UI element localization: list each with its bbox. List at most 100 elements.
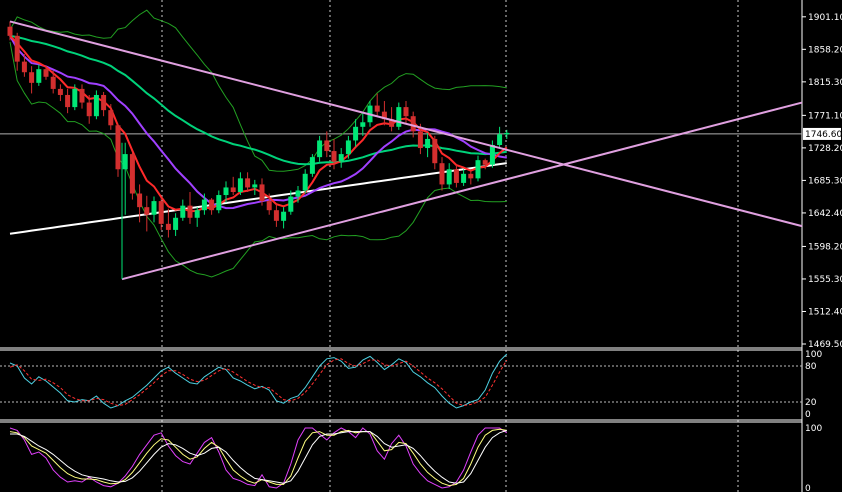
osc2-tick-label: 0 [805,484,811,492]
candle-body [21,61,27,73]
osc1-tick-label: 0 [805,410,811,420]
lower-trendline [121,101,803,281]
candle-body [101,94,107,111]
candle-body [317,140,323,158]
osc1-tick-label: 20 [805,398,817,408]
candle-body [252,184,258,188]
bollinger-lower-band [9,41,507,278]
candle-body [468,173,474,179]
bollinger-upper-band [9,9,507,172]
candle-body [129,154,135,194]
oscillator-2-line-2 [9,428,507,487]
candle-body [86,102,92,117]
candle-body [432,138,438,164]
candle-body [209,199,215,211]
oscillator-1-main-line [9,353,508,409]
candle-body [453,169,459,183]
candle-body [281,211,287,221]
candle-body [497,134,503,146]
candle-body [137,193,143,208]
current-price-label: 1746.60 [805,130,842,140]
candle-body [165,223,171,230]
candle-body [403,107,409,117]
candle-body [245,178,251,188]
oscillator-1-panel[interactable] [0,353,802,409]
candle-body [7,26,13,36]
candle-body [461,173,467,183]
candle-body [122,154,128,170]
candle-body [324,140,330,152]
candle-body [223,187,229,196]
oscillator-2-line-3 [10,429,507,484]
candle-body [273,210,279,221]
grid-lines [0,0,803,492]
price-tick-label: 1771.10 [808,111,842,121]
candle-body [14,35,20,62]
candle-body [173,217,179,230]
candle-body [259,184,265,202]
candle-body [475,160,481,179]
price-tick-label: 1728.20 [808,144,842,154]
candle-body [65,94,71,108]
candle-body [374,105,380,112]
candle-body [417,131,423,149]
candle-body [36,69,42,83]
candle-body [230,187,236,193]
price-tick-label: 1512.40 [808,307,842,317]
candle-body [353,126,359,141]
price-tick-label: 1901.10 [808,13,842,23]
candle-body [158,201,164,224]
candle-body [187,205,193,218]
candle-body [115,125,121,170]
candle-body [216,195,222,211]
price-tick-label: 1598.20 [808,242,842,252]
price-panel[interactable] [0,9,803,281]
candle-body [396,107,402,127]
price-tick-label: 1815.30 [808,78,842,88]
candle-body [180,205,186,218]
candle-body [295,190,301,197]
candle-body [410,116,416,132]
candle-body [266,201,272,211]
candle-body [482,160,488,165]
osc1-tick-label: 100 [805,350,822,360]
price-axis: 1901.10 1858.20 1815.30 1771.10 1728.20 1685.… [802,13,842,492]
candle-body [72,88,78,108]
osc2-tick-label: 100 [805,424,822,434]
upper-trendline [9,20,803,228]
mid-moving-average [9,35,507,210]
candle-body [309,157,315,174]
candle-body [79,88,85,103]
candle-body [360,122,366,127]
candle-body [302,173,308,191]
long-moving-average [9,162,507,235]
current-price-badge [803,127,841,140]
candle-body [345,140,351,155]
oscillator-1-signal-line [9,358,508,407]
candle-body [237,178,243,193]
candle-body [29,72,35,83]
candle-body [381,111,387,120]
candle-body [504,132,510,135]
candle-body [151,201,157,215]
candle-body [57,88,63,95]
candle-body [389,119,395,127]
candle-body [489,145,495,165]
candle-body [439,163,445,185]
slow-moving-average [9,34,507,166]
candle-body [43,69,49,77]
price-tick-label: 1555.30 [808,275,842,285]
candle-body [288,196,294,212]
oscillator-2-panel[interactable] [9,427,508,489]
candle-body [338,154,344,162]
candle-body [50,76,56,89]
candle-body [93,94,99,117]
fast-moving-average [9,35,508,213]
candle-body [201,199,207,211]
price-tick-label: 1642.40 [808,209,842,219]
price-tick-label: 1469.50 [808,340,842,350]
candle-body [194,210,200,218]
candle-body [331,151,337,162]
